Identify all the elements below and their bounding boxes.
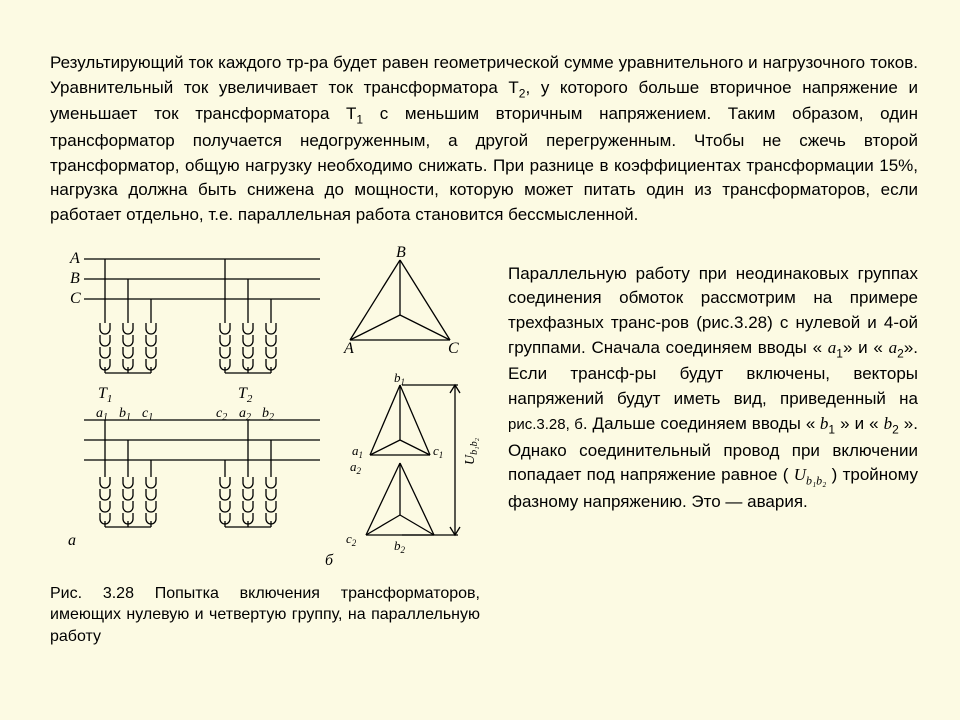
u: U [794, 465, 806, 484]
svg-text:c1: c1 [433, 443, 443, 460]
svg-text:а: а [68, 532, 76, 549]
svg-text:T1: T1 [98, 385, 112, 405]
svg-text:a1: a1 [96, 406, 108, 423]
triangle-top: A B C [343, 245, 459, 357]
svg-text:c2: c2 [216, 406, 227, 423]
svg-text:c2: c2 [346, 531, 357, 548]
triangle-bottom: b1 a1 a2 c1 c2 b2 Ub₁b₂ [346, 370, 480, 555]
r4: . Дальше соединяем вводы « [583, 414, 816, 433]
svg-text:b1: b1 [119, 406, 131, 423]
r2: » и « [843, 338, 889, 357]
bus-a-label: A [69, 250, 80, 267]
svg-text:a2: a2 [239, 406, 251, 423]
r3a: рис.3.28, б [508, 416, 583, 433]
bus-c-label: C [70, 290, 81, 307]
svg-text:б: б [325, 552, 334, 569]
t1-secondaries [100, 477, 156, 527]
svg-text:Ub₁b₂: Ub₁b₂ [463, 437, 480, 465]
svg-text:c1: c1 [142, 406, 153, 423]
bus-b-label: B [70, 270, 80, 287]
usub: b₁b₂ [806, 474, 826, 488]
figure-3-28: A B C T1 [50, 245, 490, 575]
t2-secondaries [220, 477, 276, 527]
a1sub: 1 [836, 346, 843, 360]
svg-text:a2: a2 [350, 459, 362, 476]
b2sub: 2 [892, 422, 899, 436]
t2-primaries [220, 323, 276, 373]
svg-text:a1: a1 [352, 443, 363, 460]
svg-text:A: A [343, 340, 354, 357]
a2sub: 2 [897, 346, 904, 360]
svg-text:b2: b2 [394, 538, 406, 555]
svg-text:T2: T2 [238, 385, 253, 405]
a2: a [889, 338, 898, 357]
figure-caption: Рис. 3.28 Попытка включения трансформато… [50, 583, 490, 648]
right-paragraph: Параллельную работу при неодинако­вых гр… [508, 262, 918, 631]
t1-primaries [100, 323, 156, 373]
svg-text:b2: b2 [262, 406, 274, 423]
r5: » и « [835, 414, 883, 433]
b1: b [815, 414, 828, 433]
figure-column: A B C T1 [50, 245, 490, 648]
b2: b [884, 414, 893, 433]
svg-text:B: B [396, 245, 406, 261]
svg-text:C: C [448, 340, 459, 357]
top-paragraph: Результирующий ток каждого тр-ра будет р… [50, 51, 918, 228]
